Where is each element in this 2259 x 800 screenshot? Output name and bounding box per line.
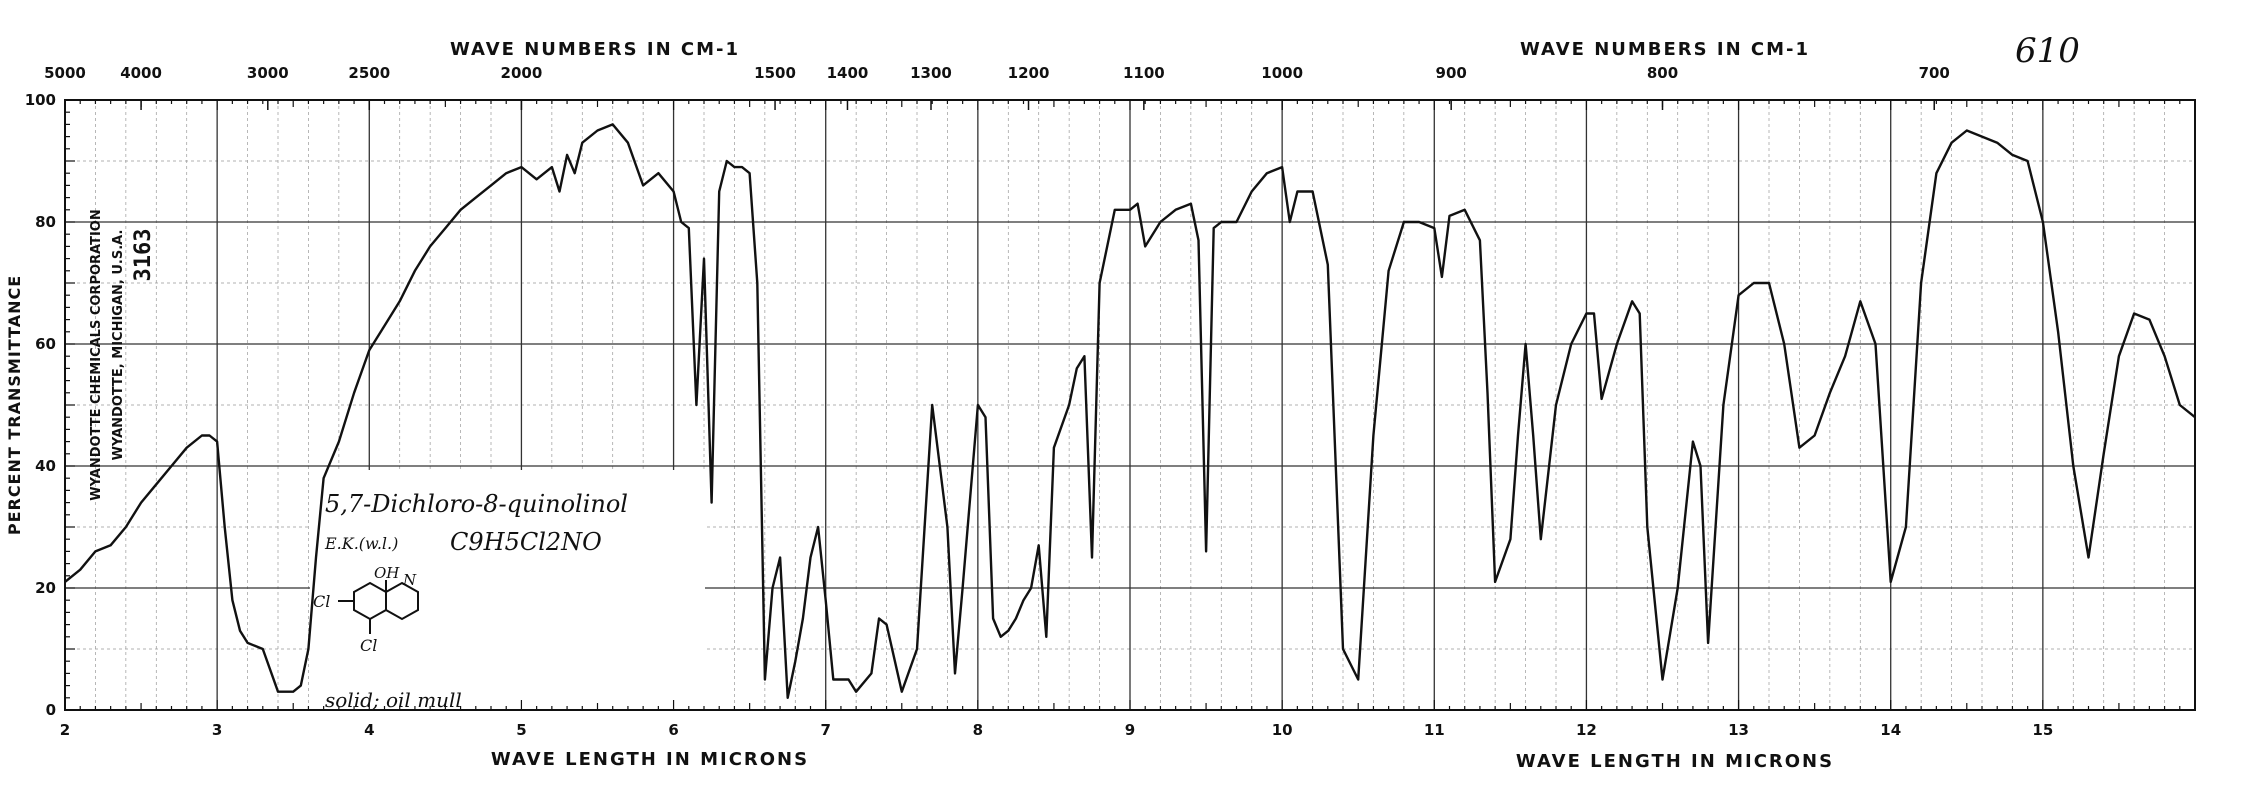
x-tick-label: 12 [1576,721,1597,739]
structure-cl-left-label: Cl [313,592,330,611]
compound-name: 5,7-Dichloro-8-quinolinol [325,490,628,518]
top-tick-label: 1000 [1261,64,1303,82]
top-tick-label: 1100 [1123,64,1165,82]
structure-drawing [338,580,419,634]
x-tick-label: 2 [60,721,70,739]
compound-formula: C9H5Cl2NO [450,528,602,556]
top-tick-label: 1300 [910,64,952,82]
top-tick-label: 3000 [247,64,289,82]
structure-n-label: N [402,571,417,589]
stamp-company: WYANDOTTE CHEMICALS CORPORATION [89,209,104,500]
y-tick-label: 60 [35,335,56,353]
x-axis-title-left: WAVE LENGTH IN MICRONS [491,749,809,770]
sheet-number: 610 [2015,31,2080,71]
x-tick-label: 5 [516,721,526,739]
x-axis-title-right: WAVE LENGTH IN MICRONS [1516,751,1834,772]
x-tick-label: 7 [820,721,830,739]
sample-state: solid; oil mull [325,688,462,712]
x-tick-label: 9 [1125,721,1135,739]
top-axis-title-right: WAVE NUMBERS IN CM-1 [1520,39,1810,60]
top-tick-label: 1500 [754,64,796,82]
stamp-spectrum-number: 3163 [131,229,156,282]
structure-oh-label: OH [374,564,400,582]
y-tick-label: 80 [35,213,56,231]
annotation-background [310,470,705,710]
compound-annotation: 5,7-Dichloro-8-quinolinol E.K.(w.l.) C9H… [313,490,628,712]
x-tick-label: 10 [1272,721,1293,739]
top-tick-label: 4000 [120,64,162,82]
x-tick-label: 14 [1880,721,1901,739]
x-tick-label: 15 [2032,721,2053,739]
compound-source: E.K.(w.l.) [324,534,398,553]
y-tick-label: 0 [46,701,56,719]
y-axis-title: PERCENT TRANSMITTANCE [5,275,24,535]
top-tick-label: 5000 [44,64,86,82]
x-tick-label: 8 [973,721,983,739]
top-tick-label: 900 [1436,64,1467,82]
top-axis-title-left: WAVE NUMBERS IN CM-1 [450,39,740,60]
x-tick-label: 4 [364,721,374,739]
structure-cl-bottom-label: Cl [360,636,377,655]
y-tick-label: 40 [35,457,56,475]
x-axis-tick-labels: 2 3 4 5 6 7 8 9 10 11 12 13 14 15 [60,721,2054,739]
spectrum-trace [64,123,2196,699]
top-tick-label: 800 [1647,64,1678,82]
top-axis-tick-labels: 5000 4000 3000 2500 2000 1500 1400 1300 1200 1100… [44,64,1950,82]
stamp-location: WYANDOTTE, MICHIGAN, U.S.A. [111,230,126,461]
top-tick-label: 1200 [1008,64,1050,82]
x-tick-label: 13 [1728,721,1749,739]
top-tick-label: 700 [1919,64,1950,82]
top-tick-label: 2500 [348,64,390,82]
x-tick-label: 11 [1424,721,1445,739]
top-tick-label: 1400 [827,64,869,82]
y-tick-label: 20 [35,579,56,597]
top-tick-label: 2000 [501,64,543,82]
x-tick-label: 3 [212,721,222,739]
y-tick-label: 100 [25,91,56,109]
tick-marks [64,99,2196,711]
x-tick-label: 6 [668,721,678,739]
y-axis-tick-labels: 0 20 40 60 80 100 [25,91,56,719]
